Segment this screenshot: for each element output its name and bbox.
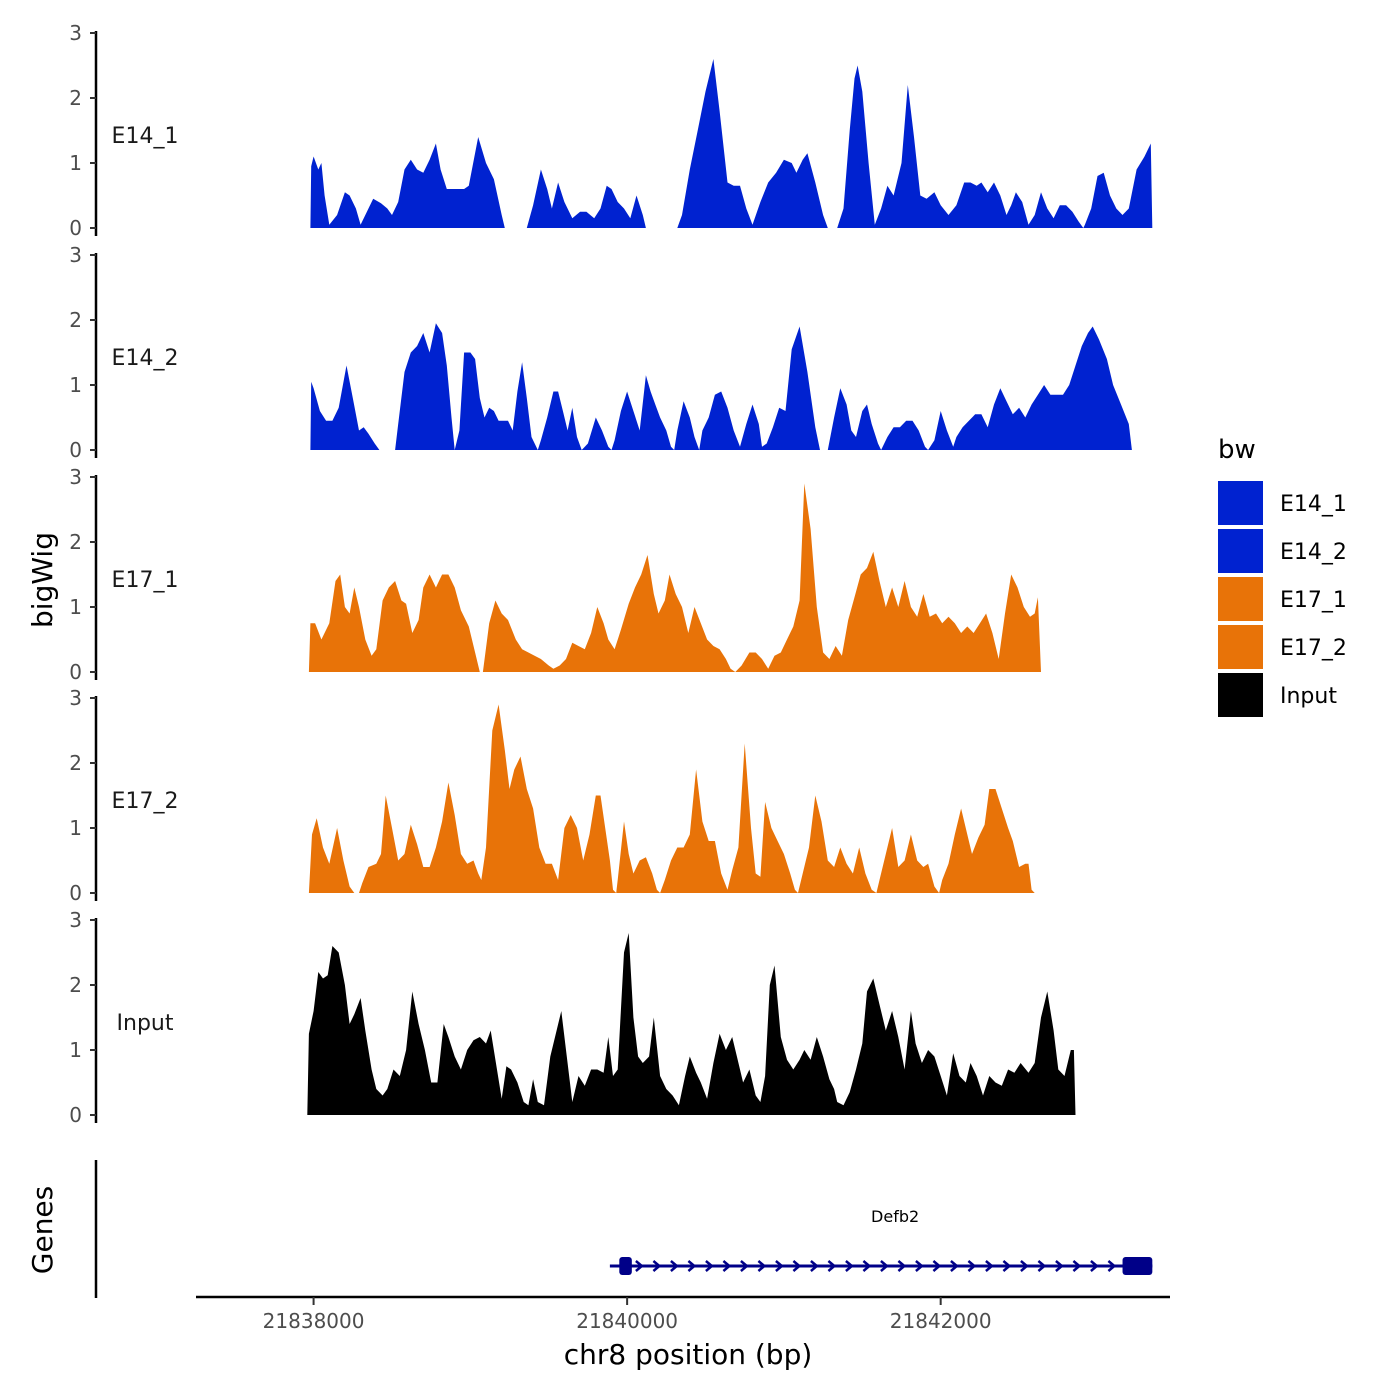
strand-arrow	[1002, 1260, 1012, 1272]
legend-label: E17_2	[1280, 636, 1347, 661]
track-e14-2: 0 1 2 3 E14_2	[69, 243, 1137, 462]
y-tick-label: 1	[69, 595, 82, 619]
legend-label: E14_1	[1280, 492, 1347, 517]
strand-arrow	[862, 1260, 872, 1272]
strand-arrow	[1072, 1260, 1082, 1272]
strand-arrow	[880, 1260, 889, 1272]
strand-arrow	[1020, 1260, 1029, 1272]
y-tick-label: 0	[69, 1103, 82, 1127]
strand-arrow	[705, 1260, 714, 1272]
strand-arrow	[775, 1260, 784, 1272]
gene-annotation-panel: Defb2	[94, 1160, 1153, 1298]
track-label: E14_1	[112, 124, 179, 149]
strand-arrow	[635, 1260, 644, 1272]
strand-arrow	[932, 1260, 942, 1272]
strand-arrow	[1037, 1260, 1047, 1272]
track-label: E17_1	[112, 568, 179, 593]
x-tick-label: 21838000	[263, 1309, 365, 1333]
x-tick-label: 21842000	[890, 1309, 992, 1333]
y-tick-label: 0	[69, 216, 82, 240]
y-tick-label: 3	[69, 465, 82, 489]
y-tick-label: 3	[69, 243, 82, 267]
strand-arrow	[845, 1260, 854, 1272]
genes-axis-title: Genes	[26, 1186, 59, 1274]
legend-swatch	[1218, 577, 1263, 621]
gene-name-label: Defb2	[871, 1207, 919, 1226]
coverage-area-E17_2	[308, 704, 1035, 893]
legend-swatch	[1218, 625, 1263, 669]
y-tick-label: 2	[69, 530, 82, 554]
track-e17-1: 0 1 2 3 E17_1	[69, 465, 1041, 684]
coverage-area-E14_2	[310, 323, 1137, 450]
strand-arrow	[740, 1260, 749, 1272]
y-tick-label: 1	[69, 373, 82, 397]
legend-swatch	[1218, 481, 1263, 525]
track-e14-1: 0 1 2 3 E14_1	[69, 21, 1153, 240]
legend-label: Input	[1280, 684, 1337, 709]
coverage-area-Input	[307, 933, 1076, 1115]
strand-arrow	[670, 1260, 679, 1272]
strand-arrow	[967, 1260, 977, 1272]
gene-exon	[1122, 1257, 1153, 1275]
track-label: Input	[117, 1011, 174, 1036]
strand-arrow	[897, 1260, 907, 1272]
y-axis-title: bigWig	[26, 532, 59, 628]
y-tick-label: 1	[69, 151, 82, 175]
y-tick-label: 0	[69, 438, 82, 462]
coverage-area-E14_1	[310, 59, 1153, 228]
y-tick-label: 1	[69, 1038, 82, 1062]
y-tick-label: 0	[69, 881, 82, 905]
track-label: E14_2	[112, 346, 179, 371]
strand-arrow	[1107, 1260, 1117, 1272]
strand-arrow	[810, 1260, 819, 1272]
strand-arrow	[722, 1260, 732, 1272]
track-input: 0 1 2 3 Input	[69, 908, 1076, 1127]
legend-title: bw	[1218, 435, 1256, 465]
coverage-tracks: 0 1 2 3 E14_1 0 1 2 3 E14_2 0 1 2 3 E17_1 0 1 2 3 E17_2 0 1 2 3…	[69, 21, 1153, 1127]
y-tick-label: 2	[69, 86, 82, 110]
track-e17-2: 0 1 2 3 E17_2	[69, 686, 1035, 905]
track-label: E17_2	[112, 789, 179, 814]
strand-arrow	[687, 1260, 697, 1272]
strand-arrow	[985, 1260, 994, 1272]
legend: bw E14_1 E14_2 E17_1 E17_2 Input	[1218, 435, 1347, 717]
legend-label: E14_2	[1280, 540, 1347, 565]
strand-arrow	[652, 1260, 662, 1272]
legend-swatch	[1218, 673, 1263, 717]
y-tick-label: 0	[69, 660, 82, 684]
y-tick-label: 3	[69, 21, 82, 45]
y-tick-label: 3	[69, 686, 82, 710]
strand-arrow	[1055, 1260, 1064, 1272]
strand-arrow	[827, 1260, 837, 1272]
strand-arrow	[792, 1260, 802, 1272]
y-tick-label: 2	[69, 973, 82, 997]
y-tick-label: 2	[69, 751, 82, 775]
strand-arrow	[950, 1260, 959, 1272]
strand-arrow	[1090, 1260, 1099, 1272]
legend-swatch	[1218, 529, 1263, 573]
strand-arrow	[757, 1260, 767, 1272]
y-tick-label: 1	[69, 816, 82, 840]
strand-arrow	[915, 1260, 924, 1272]
y-tick-label: 3	[69, 908, 82, 932]
x-axis: 21838000 21840000 21842000	[196, 1295, 1170, 1333]
coverage-area-E17_1	[308, 483, 1041, 672]
legend-label: E17_1	[1280, 588, 1347, 613]
gene-exon	[619, 1257, 632, 1275]
x-tick-label: 21840000	[576, 1309, 678, 1333]
gene-defb2: Defb2	[609, 1207, 1153, 1275]
y-tick-label: 2	[69, 308, 82, 332]
x-axis-title: chr8 position (bp)	[564, 1338, 813, 1371]
